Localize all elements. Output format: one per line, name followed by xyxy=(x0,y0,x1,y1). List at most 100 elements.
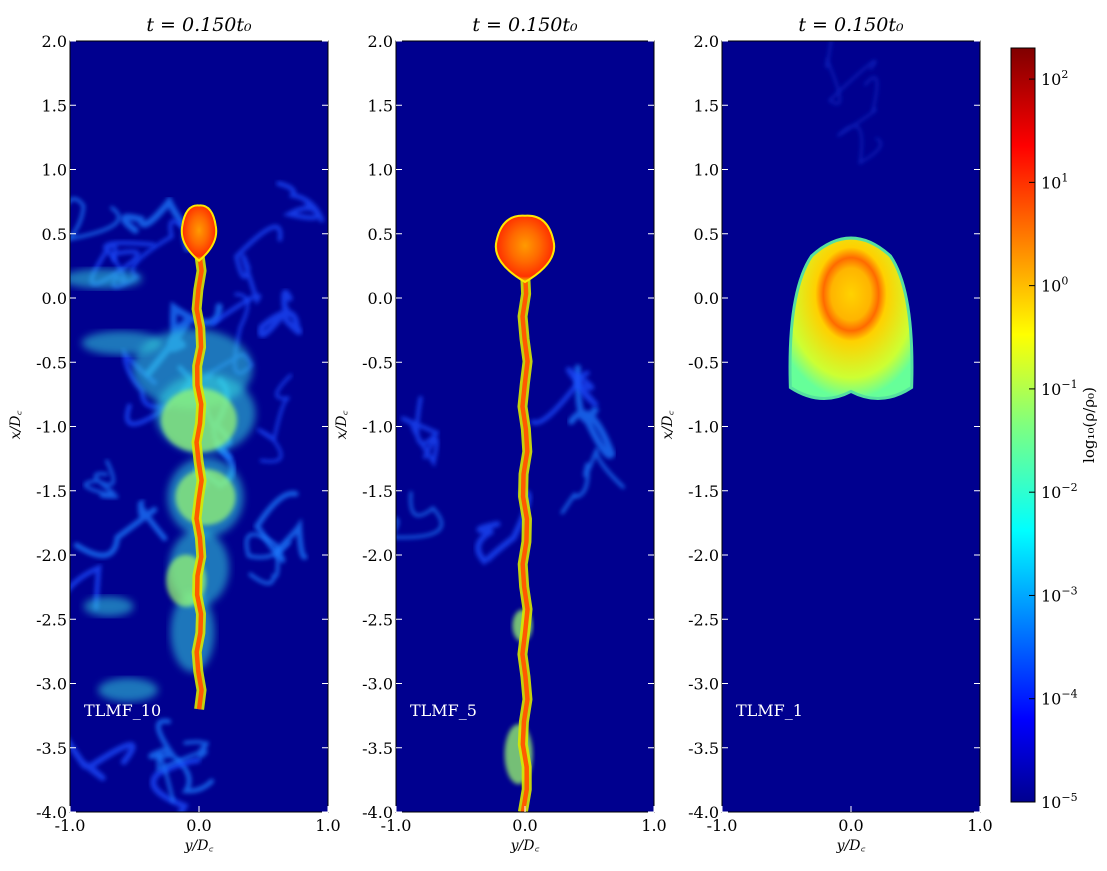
plot-background xyxy=(722,41,980,812)
y-tick-label: 2.0 xyxy=(694,32,719,51)
y-tick-label: -3.0 xyxy=(688,675,719,694)
y-tick-label: 1.5 xyxy=(42,96,67,115)
y-tick-label: -0.5 xyxy=(36,353,67,372)
filament xyxy=(210,224,283,326)
colorbar-scale xyxy=(1010,47,1036,803)
density-field xyxy=(70,181,325,812)
x-axis-label: y/D꜀ xyxy=(836,838,866,854)
y-tick-label: -1.5 xyxy=(688,482,719,501)
filament xyxy=(530,366,599,426)
y-tick-label: 0.5 xyxy=(368,225,393,244)
filament xyxy=(156,740,209,803)
mixed-gas xyxy=(83,596,134,617)
x-tick-label: -1.0 xyxy=(381,816,412,835)
y-tick-label: -4.0 xyxy=(36,803,67,822)
colorbar-tick-label: 10−1 xyxy=(1041,378,1078,399)
panel-title: t = 0.150t₀ xyxy=(146,14,252,36)
run-label: TLMF_5 xyxy=(410,701,477,720)
filament xyxy=(257,289,303,338)
mixed-gas xyxy=(70,268,143,289)
mixed-gas xyxy=(175,469,236,526)
y-tick-label: -2.0 xyxy=(36,546,67,565)
cloud-head xyxy=(788,236,914,400)
cloud-head xyxy=(180,204,218,263)
y-tick-label: -3.5 xyxy=(362,739,393,758)
x-tick-label: 1.0 xyxy=(315,816,340,835)
filament xyxy=(150,757,201,812)
filament xyxy=(396,491,444,540)
colorbar-tick-label: 10−5 xyxy=(1041,791,1078,812)
filament xyxy=(70,563,102,611)
y-tick-label: 0.0 xyxy=(694,289,719,308)
panel-title: t = 0.150t₀ xyxy=(798,14,904,36)
colorbar-tick-label: 101 xyxy=(1041,171,1068,192)
y-tick-label: -4.0 xyxy=(688,803,719,822)
colorbar-tick-label: 102 xyxy=(1041,68,1068,89)
y-tick-label: 1.0 xyxy=(694,161,719,180)
x-axis-label: y/D꜀ xyxy=(184,838,214,854)
filament xyxy=(560,447,625,515)
filament xyxy=(70,197,121,241)
y-tick-label: -1.5 xyxy=(36,482,67,501)
y-tick-label: 2.0 xyxy=(368,32,393,51)
x-tick-label: 1.0 xyxy=(641,816,666,835)
y-tick-label: 0.0 xyxy=(368,289,393,308)
filament xyxy=(83,459,119,499)
mixed-gas xyxy=(98,677,159,702)
y-axis-label: x/D꜀ xyxy=(660,411,676,440)
x-tick-label: 1.0 xyxy=(967,816,992,835)
filament xyxy=(825,41,877,105)
y-tick-label: 2.0 xyxy=(42,32,67,51)
y-tick-label: 1.0 xyxy=(42,161,67,180)
colorbar-label: log₁₀(ρ/ρ₀) xyxy=(1080,387,1098,463)
tail-core xyxy=(520,271,530,812)
y-tick-label: -2.0 xyxy=(688,546,719,565)
y-tick-label: 1.0 xyxy=(368,161,393,180)
colorbar-tick-label: 10−4 xyxy=(1041,688,1078,709)
y-tick-label: -1.0 xyxy=(36,418,67,437)
y-tick-label: -3.5 xyxy=(36,739,67,758)
filament xyxy=(148,718,215,794)
y-tick-label: -0.5 xyxy=(688,353,719,372)
x-tick-label: -1.0 xyxy=(707,816,738,835)
x-tick-label: 0.0 xyxy=(186,816,211,835)
mixed-gas xyxy=(81,330,162,355)
filament xyxy=(257,373,293,463)
filament xyxy=(89,240,156,286)
filament xyxy=(276,181,325,223)
filament xyxy=(568,364,616,459)
density-field xyxy=(788,41,914,400)
filament xyxy=(400,396,441,468)
x-tick-label: 0.0 xyxy=(512,816,537,835)
x-tick-label: 0.0 xyxy=(838,816,863,835)
y-tick-label: -4.0 xyxy=(362,803,393,822)
y-tick-label: -1.0 xyxy=(362,418,393,437)
panel-title: t = 0.150t₀ xyxy=(472,14,578,36)
panel-1: -4.0 -3.5 -3.0 -2.5 -2.0 -1.5 -1.0 -0.5 0.0 0.5 1.… xyxy=(8,14,341,854)
y-tick-label: 1.5 xyxy=(694,96,719,115)
y-tick-label: -1.5 xyxy=(362,482,393,501)
y-axis-label: x/D꜀ xyxy=(334,411,350,440)
y-tick-label: 0.5 xyxy=(694,225,719,244)
y-tick-label: -2.5 xyxy=(362,610,393,629)
y-tick-label: -3.0 xyxy=(362,675,393,694)
y-tick-label: -0.5 xyxy=(362,353,393,372)
y-tick-label: -3.0 xyxy=(36,675,67,694)
y-tick-label: -3.5 xyxy=(688,739,719,758)
cloud-head xyxy=(494,214,556,284)
filament xyxy=(244,532,292,586)
y-tick-label: -1.0 xyxy=(688,418,719,437)
filament xyxy=(70,739,136,781)
x-axis-label: y/D꜀ xyxy=(510,838,540,854)
colorbar-tick-label: 100 xyxy=(1041,275,1068,296)
y-tick-label: -2.0 xyxy=(362,546,393,565)
filament xyxy=(836,76,882,165)
panel-3: -4.0 -3.5 -3.0 -2.5 -2.0 -1.5 -1.0 -0.5 0.0 0.5 1.… xyxy=(660,14,993,854)
panel-2: -4.0 -3.5 -3.0 -2.5 -2.0 -1.5 -1.0 -0.5 0.0 0.5 1.… xyxy=(334,14,667,854)
y-tick-label: 1.5 xyxy=(368,96,393,115)
y-tick-label: 0.0 xyxy=(42,289,67,308)
y-axis-label: x/D꜀ xyxy=(8,411,24,440)
filament xyxy=(73,499,168,559)
y-tick-label: -2.5 xyxy=(36,610,67,629)
